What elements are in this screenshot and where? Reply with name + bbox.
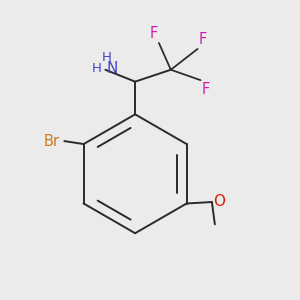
Text: O: O [213, 194, 225, 208]
Text: F: F [149, 26, 158, 40]
Text: F: F [202, 82, 210, 97]
Text: Br: Br [44, 134, 60, 148]
Text: N: N [107, 61, 118, 76]
Text: H: H [92, 62, 102, 75]
Text: F: F [199, 32, 207, 47]
Text: H: H [102, 51, 112, 64]
